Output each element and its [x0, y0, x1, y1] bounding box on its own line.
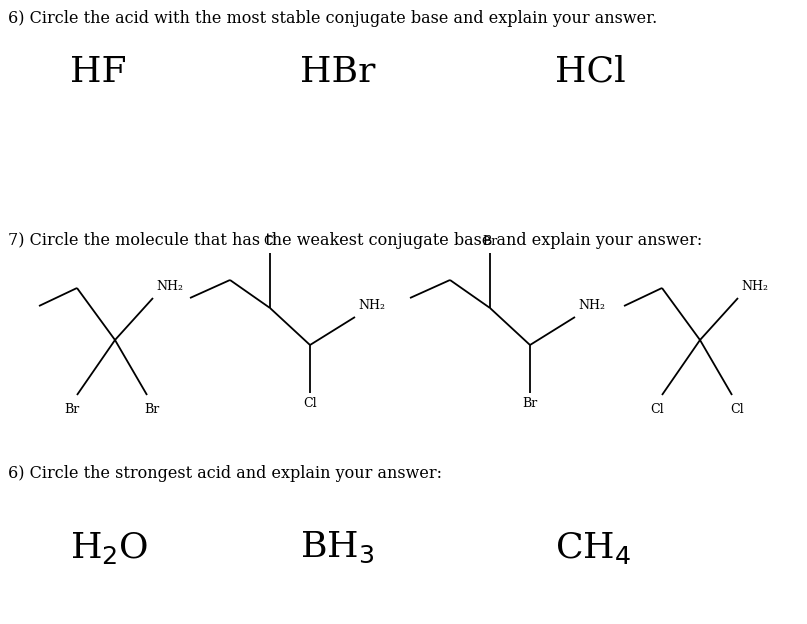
- Text: Cl: Cl: [303, 397, 317, 410]
- Text: H$_2$O: H$_2$O: [70, 530, 148, 566]
- Text: NH₂: NH₂: [156, 280, 183, 293]
- Text: NH₂: NH₂: [358, 299, 385, 312]
- Text: 6) Circle the acid with the most stable conjugate base and explain your answer.: 6) Circle the acid with the most stable …: [8, 10, 657, 27]
- Text: Cl: Cl: [730, 403, 744, 416]
- Text: NH₂: NH₂: [741, 280, 768, 293]
- Text: HF: HF: [70, 55, 127, 89]
- Text: Br: Br: [522, 397, 537, 410]
- Text: Cl: Cl: [650, 403, 664, 416]
- Text: HCl: HCl: [555, 55, 625, 89]
- Text: NH₂: NH₂: [578, 299, 605, 312]
- Text: BH$_3$: BH$_3$: [300, 530, 374, 565]
- Text: CH$_4$: CH$_4$: [555, 530, 631, 566]
- Text: HBr: HBr: [300, 55, 375, 89]
- Text: 7) Circle the molecule that has the weakest conjugate base and explain your answ: 7) Circle the molecule that has the weak…: [8, 232, 702, 249]
- Text: 6) Circle the strongest acid and explain your answer:: 6) Circle the strongest acid and explain…: [8, 465, 442, 482]
- Text: Cl: Cl: [263, 235, 277, 248]
- Text: Br: Br: [483, 235, 498, 248]
- Text: Br: Br: [144, 403, 160, 416]
- Text: Br: Br: [65, 403, 80, 416]
